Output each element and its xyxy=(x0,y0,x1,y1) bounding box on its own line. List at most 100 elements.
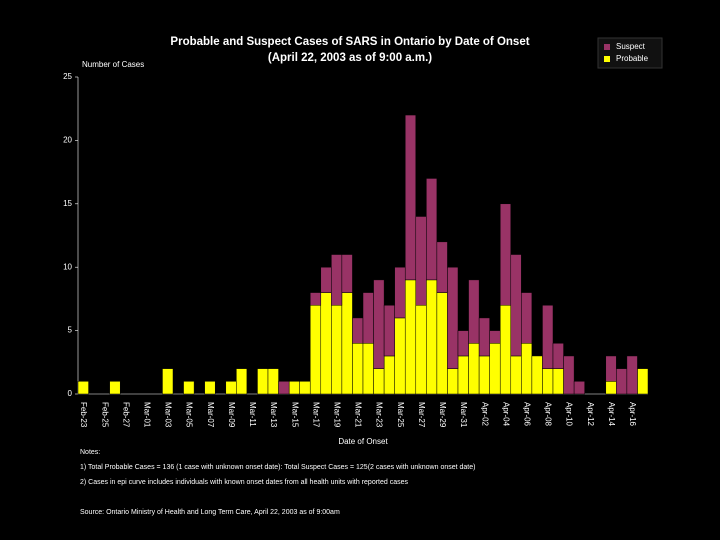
y-axis-label: Number of Cases xyxy=(82,60,144,69)
y-tick-label: 0 xyxy=(68,389,73,398)
bar-segment xyxy=(341,292,353,395)
bar-segment xyxy=(383,355,395,395)
bar-segment xyxy=(320,266,332,293)
bar-segment xyxy=(468,279,480,344)
bar-segment xyxy=(383,304,395,357)
bar-segment xyxy=(373,279,385,369)
bar-segment xyxy=(415,304,427,395)
bar-segment xyxy=(183,381,195,395)
y-tick-label: 20 xyxy=(63,136,72,145)
x-tick-label: Mar-19 xyxy=(333,402,342,428)
x-tick-label: Apr-02 xyxy=(480,402,489,427)
x-tick-label: Mar-11 xyxy=(248,402,257,427)
bar-segment xyxy=(489,343,501,395)
bar-segment xyxy=(236,368,248,395)
bar-segment xyxy=(404,279,417,395)
bar-segment xyxy=(510,254,522,357)
bar-segment xyxy=(563,355,575,395)
bar-segment xyxy=(552,343,564,369)
bar-segment xyxy=(225,381,237,395)
bar-segment xyxy=(352,343,364,395)
bar-segment xyxy=(531,355,543,395)
bar-segment xyxy=(552,368,564,395)
x-tick-label: Mar-29 xyxy=(438,402,447,428)
bar-segment xyxy=(162,368,174,395)
x-tick-label: Feb-25 xyxy=(100,402,109,428)
bar-segment xyxy=(309,292,322,306)
bar-segment xyxy=(521,343,533,395)
note: Notes: xyxy=(80,449,100,456)
x-tick-label: Mar-25 xyxy=(396,402,405,428)
bar-segment xyxy=(320,292,332,395)
x-tick-label: Mar-09 xyxy=(227,402,236,428)
legend-swatch xyxy=(604,44,610,50)
legend-box xyxy=(597,37,663,69)
bar-segment xyxy=(605,355,617,382)
bar-segment xyxy=(109,381,121,395)
bar-segment xyxy=(478,355,490,395)
x-tick-label: Apr-14 xyxy=(607,402,616,427)
y-tick-label: 10 xyxy=(63,262,72,271)
chart-subtitle: (April 22, 2003 as of 9:00 a.m.) xyxy=(268,52,432,64)
bar-segment xyxy=(362,343,374,395)
bar-segment xyxy=(447,368,459,395)
x-axis-label: Date of Onset xyxy=(338,437,388,446)
legend-label: Suspect xyxy=(616,42,646,51)
x-tick-label: Mar-31 xyxy=(459,402,468,428)
x-tick-label: Mar-17 xyxy=(311,402,320,428)
bar-segment xyxy=(436,241,448,293)
bar-segment xyxy=(499,304,512,395)
note: 2) Cases in epi curve includes individua… xyxy=(80,479,409,486)
bar-segment xyxy=(426,178,438,281)
x-tick-label: Apr-04 xyxy=(501,402,510,427)
x-tick-label: Apr-10 xyxy=(565,402,574,427)
x-tick-label: Mar-01 xyxy=(143,402,152,428)
bar-segment xyxy=(457,355,469,395)
bar-segment xyxy=(573,381,585,395)
note: Source: Ontario Ministry of Health and L… xyxy=(80,509,340,516)
bar-segment xyxy=(394,317,406,395)
bar-segment xyxy=(489,330,501,344)
bar-segment xyxy=(341,254,353,293)
y-tick-label: 25 xyxy=(63,72,72,81)
x-tick-label: Mar-07 xyxy=(206,402,215,428)
bar-segment xyxy=(499,203,512,306)
x-tick-label: Mar-15 xyxy=(290,402,299,428)
bar-segment xyxy=(436,292,448,395)
bar-segment xyxy=(510,355,522,395)
bar-segment xyxy=(637,368,649,395)
x-tick-label: Apr-12 xyxy=(586,402,595,427)
bar-segment xyxy=(404,114,417,281)
x-tick-label: Apr-06 xyxy=(523,402,532,427)
legend-label: Probable xyxy=(616,54,649,63)
x-tick-label: Feb-23 xyxy=(79,402,88,428)
chart-title: Probable and Suspect Cases of SARS in On… xyxy=(170,36,529,48)
bar-segment xyxy=(77,381,89,395)
bar-segment xyxy=(394,266,406,319)
bar-segment xyxy=(626,355,638,395)
bar-segment xyxy=(278,381,290,395)
bar-segment xyxy=(331,254,343,306)
y-tick-label: 15 xyxy=(63,199,72,208)
legend-swatch xyxy=(604,56,610,62)
bar-segment xyxy=(331,304,343,395)
bar-segment xyxy=(415,216,427,306)
x-tick-label: Mar-27 xyxy=(417,402,426,428)
bar-segment xyxy=(542,304,554,369)
bar-segment xyxy=(309,304,322,395)
note: 1) Total Probable Cases = 136 (1 case wi… xyxy=(80,464,475,471)
bar-segment xyxy=(373,368,385,395)
x-tick-label: Apr-08 xyxy=(544,402,553,427)
x-tick-label: Mar-13 xyxy=(269,402,278,428)
x-tick-label: Mar-05 xyxy=(185,402,194,428)
bar-segment xyxy=(267,368,279,395)
bar-segment xyxy=(352,317,364,344)
bar-segment xyxy=(616,368,628,395)
bar-segment xyxy=(362,292,374,344)
x-tick-label: Mar-23 xyxy=(375,402,384,428)
bar-segment xyxy=(605,381,617,395)
x-tick-label: Apr-16 xyxy=(628,402,637,427)
bar-segment xyxy=(288,381,300,395)
x-tick-label: Mar-21 xyxy=(354,402,363,428)
